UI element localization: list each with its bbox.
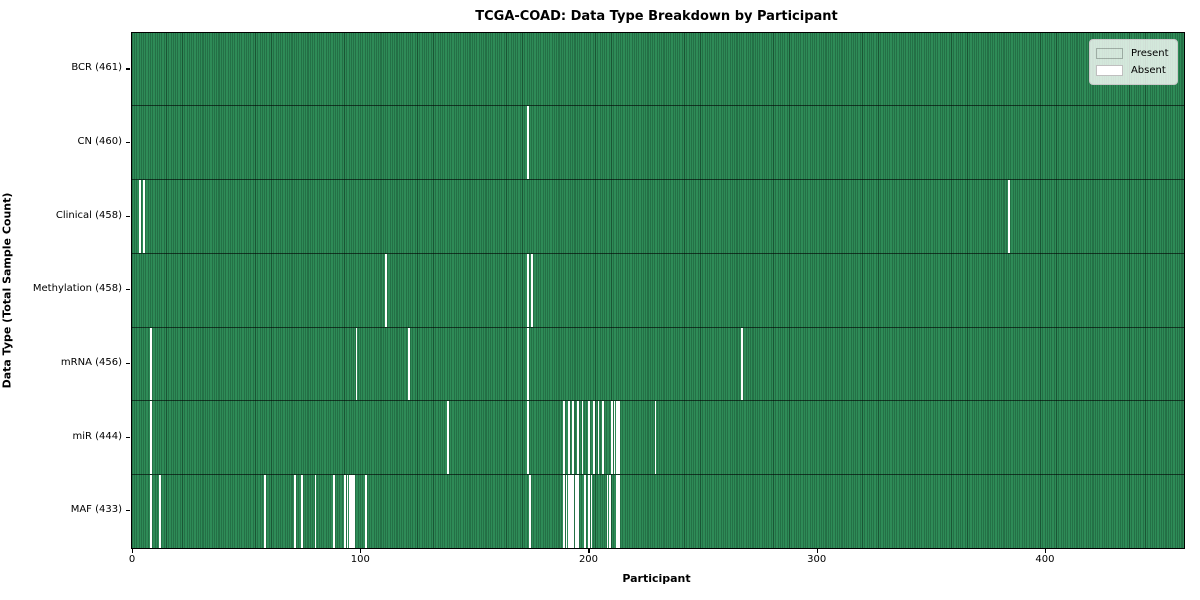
absent-cell xyxy=(590,475,593,548)
absent-swatch xyxy=(1095,65,1123,76)
present-swatch xyxy=(1095,48,1123,59)
absent-cell xyxy=(563,401,566,475)
absent-cell xyxy=(567,401,570,475)
heatmap-row-MAF xyxy=(131,474,1184,548)
absent-cell xyxy=(618,475,620,548)
y-tick-label: CN (460) xyxy=(77,135,122,147)
absent-cell xyxy=(353,475,356,548)
absent-cell xyxy=(588,475,591,548)
y-tick-mark xyxy=(126,289,130,291)
absent-cell xyxy=(606,475,609,548)
y-tick-mark xyxy=(126,436,130,438)
absent-cell xyxy=(577,401,579,475)
absent-cell xyxy=(615,401,618,475)
absent-cell xyxy=(526,253,529,327)
heatmap-row-Clinical xyxy=(131,179,1184,253)
heatmap-row-CN xyxy=(131,105,1184,180)
absent-cell xyxy=(143,180,146,253)
absent-cell xyxy=(654,401,657,475)
x-tick-mark xyxy=(816,549,818,553)
absent-cell xyxy=(574,475,577,548)
y-tick-mark xyxy=(126,510,130,512)
absent-cell xyxy=(385,253,388,327)
absent-cell xyxy=(531,253,534,327)
absent-cell xyxy=(138,180,141,253)
y-tick-label: MAF (433) xyxy=(70,504,122,516)
absent-cell xyxy=(408,327,410,401)
absent-cell xyxy=(602,401,604,475)
y-tick-label: mRNA (456) xyxy=(60,356,122,368)
legend: Present Absent xyxy=(1088,39,1178,85)
absent-cell xyxy=(611,401,614,475)
legend-item-present: Present xyxy=(1095,45,1169,62)
absent-cell xyxy=(581,401,584,475)
x-tick-mark xyxy=(360,549,362,553)
absent-cell xyxy=(618,401,620,475)
absent-cell xyxy=(150,401,153,475)
chart-title: TCGA-COAD: Data Type Breakdown by Partic… xyxy=(475,9,838,24)
x-tick-label: 200 xyxy=(578,554,599,565)
absent-cell xyxy=(526,401,529,475)
legend-item-absent: Absent xyxy=(1095,62,1169,79)
x-tick-mark xyxy=(1044,549,1047,553)
absent-cell xyxy=(348,475,351,548)
absent-cell xyxy=(332,475,335,548)
x-tick-label: 400 xyxy=(1035,554,1055,565)
absent-cell xyxy=(1008,180,1011,253)
absent-cell xyxy=(355,327,358,401)
absent-cell xyxy=(583,475,586,548)
y-tick-label: Clinical (458) xyxy=(55,209,122,221)
heatmap-row-BCR xyxy=(131,32,1184,106)
absent-cell xyxy=(529,475,531,548)
y-tick-mark xyxy=(126,215,130,217)
x-tick-mark xyxy=(588,549,590,553)
y-tick-mark xyxy=(126,68,130,70)
legend-label-present: Present xyxy=(1130,48,1169,59)
absent-cell xyxy=(608,475,611,548)
heatmap-row-miR xyxy=(131,400,1184,475)
absent-cell xyxy=(565,475,568,548)
absent-cell xyxy=(264,475,267,548)
absent-cell xyxy=(150,327,153,401)
absent-cell xyxy=(526,327,529,401)
absent-cell xyxy=(613,401,616,475)
legend-label-absent: Absent xyxy=(1130,65,1166,76)
absent-cell xyxy=(351,475,353,548)
y-tick-mark xyxy=(126,362,130,365)
plot-area: Present Absent xyxy=(130,31,1185,549)
absent-cell xyxy=(588,401,591,475)
absent-cell xyxy=(572,401,575,475)
heatmap-row-Methylation xyxy=(131,252,1184,327)
y-tick-label: Methylation (458) xyxy=(32,283,122,295)
x-axis-title: Participant xyxy=(622,572,691,585)
absent-cell xyxy=(150,475,153,548)
x-tick-label: 0 xyxy=(128,554,136,565)
absent-cell xyxy=(741,327,744,401)
x-tick-label: 100 xyxy=(350,554,370,565)
x-tick-mark xyxy=(132,549,134,553)
absent-cell xyxy=(344,475,347,548)
absent-cell xyxy=(346,475,349,548)
absent-cell xyxy=(577,475,579,548)
absent-cell xyxy=(159,475,162,548)
absent-cell xyxy=(364,475,367,548)
y-tick-label: BCR (461) xyxy=(71,62,122,74)
absent-cell xyxy=(593,401,595,475)
x-tick-label: 300 xyxy=(807,554,827,565)
y-tick-mark xyxy=(126,141,130,144)
absent-cell xyxy=(446,401,449,475)
absent-cell xyxy=(567,475,570,548)
absent-cell xyxy=(300,475,303,548)
absent-cell xyxy=(570,475,572,548)
absent-cell xyxy=(597,401,600,475)
absent-cell xyxy=(563,475,566,548)
absent-cell xyxy=(526,106,529,180)
y-tick-label: miR (444) xyxy=(72,430,122,442)
absent-cell xyxy=(615,475,618,548)
absent-cell xyxy=(572,475,575,548)
absent-cell xyxy=(294,475,296,548)
heatmap-row-mRNA xyxy=(131,326,1184,401)
absent-cell xyxy=(314,475,317,548)
